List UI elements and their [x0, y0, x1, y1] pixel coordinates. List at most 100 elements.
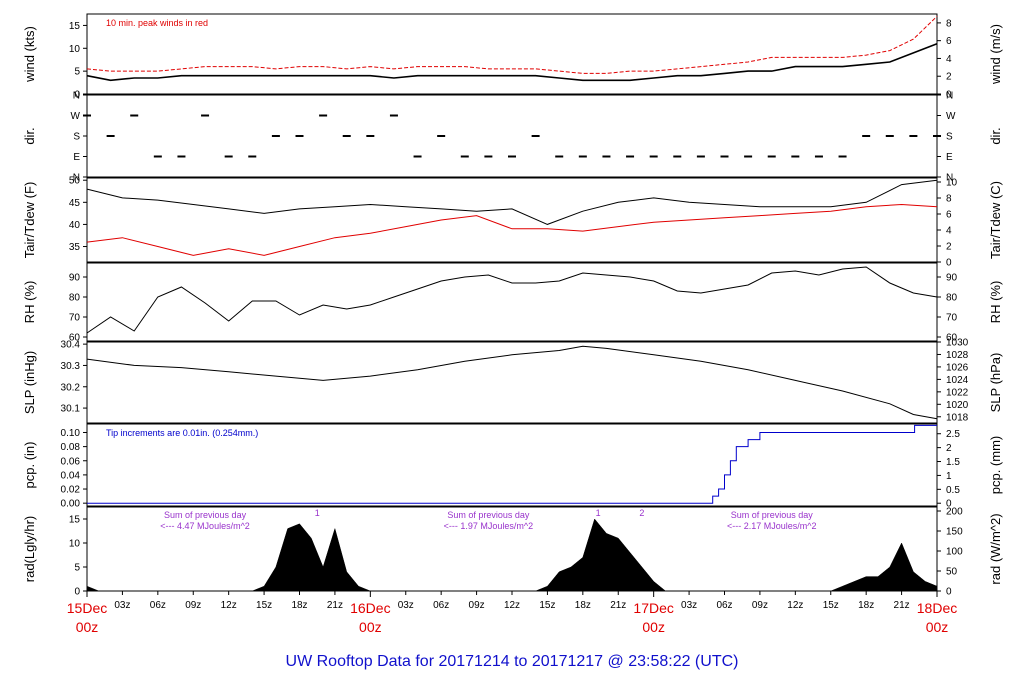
- hour-tick-label: 03z: [681, 600, 697, 611]
- left-axis-label: dir.: [22, 127, 37, 144]
- right-tick-label: 90: [946, 273, 958, 284]
- left-tick-label: 0.10: [61, 428, 81, 439]
- left-axis-label: Tair/Tdew (F): [22, 182, 37, 259]
- right-tick-label: 2: [946, 443, 952, 454]
- left-axis-label: wind (kts): [22, 26, 37, 83]
- rad-note-line2: <--- 2.17 MJoules/m^2: [727, 521, 817, 531]
- hour-tick-label: 15z: [256, 600, 272, 611]
- hour-tick-label: 12z: [504, 600, 520, 611]
- panel-frame: [86, 341, 938, 424]
- right-axis-label: Tair/Tdew (C): [988, 181, 1003, 259]
- left-tick-label: E: [73, 152, 80, 163]
- left-tick-label: 30.4: [61, 340, 81, 351]
- rad-marker: 1: [315, 508, 320, 518]
- left-tick-label: 0: [74, 90, 80, 101]
- left-axis-label: pcp. (in): [22, 442, 37, 489]
- right-tick-label: 1030: [946, 338, 969, 349]
- day-label-date: 15Dec: [67, 600, 107, 616]
- left-tick-label: 70: [69, 313, 81, 324]
- rad-note-line1: Sum of previous day: [731, 510, 814, 520]
- rad-note-line2: <--- 4.47 MJoules/m^2: [160, 521, 250, 531]
- right-tick-label: 1022: [946, 387, 969, 398]
- left-tick-label: 30.3: [61, 361, 81, 372]
- left-tick-label: 0.06: [61, 456, 81, 467]
- rad-note-line2: <--- 1.97 MJoules/m^2: [444, 521, 534, 531]
- left-tick-label: 40: [69, 220, 81, 231]
- right-tick-label: 6: [946, 210, 952, 221]
- right-tick-label: W: [946, 111, 956, 122]
- left-tick-label: 0.00: [61, 499, 81, 510]
- left-axis-label: rad(Lgly/hr): [22, 516, 37, 582]
- right-tick-label: 100: [946, 547, 963, 558]
- right-tick-label: 2: [946, 72, 952, 83]
- hour-tick-label: 21z: [894, 600, 910, 611]
- right-tick-label: 50: [946, 567, 958, 578]
- hour-tick-label: 18z: [575, 600, 591, 611]
- hour-tick-label: 06z: [716, 600, 732, 611]
- right-tick-label: E: [946, 152, 953, 163]
- slp-line: [86, 345, 938, 420]
- right-axis-label: RH (%): [988, 281, 1003, 324]
- panel-frame: [86, 262, 938, 342]
- right-tick-label: 6: [946, 36, 952, 47]
- left-tick-label: 80: [69, 293, 81, 304]
- right-tick-label: 200: [946, 507, 963, 518]
- hour-tick-label: 21z: [610, 600, 626, 611]
- rad-note-line1: Sum of previous day: [447, 510, 530, 520]
- left-tick-label: 30.2: [61, 382, 81, 393]
- right-axis-label: SLP (hPa): [988, 353, 1003, 413]
- left-tick-label: S: [73, 132, 80, 143]
- left-tick-label: 0.08: [61, 442, 81, 453]
- hour-tick-label: 09z: [185, 600, 201, 611]
- right-tick-label: 10: [946, 178, 958, 189]
- right-tick-label: 0.5: [946, 485, 960, 496]
- right-tick-label: 70: [946, 313, 958, 324]
- hour-tick-label: 12z: [221, 600, 237, 611]
- left-tick-label: 10: [69, 539, 81, 550]
- rad-marker: 2: [639, 508, 644, 518]
- hour-tick-label: 09z: [752, 600, 768, 611]
- air-temp-line: [86, 179, 938, 225]
- left-axis-label: SLP (inHg): [22, 351, 37, 414]
- left-tick-label: 5: [74, 67, 80, 78]
- right-axis-label: wind (m/s): [988, 24, 1003, 85]
- day-label-time: 00z: [359, 619, 382, 635]
- hour-tick-label: 06z: [433, 600, 449, 611]
- left-tick-label: 10: [69, 44, 81, 55]
- precip-line: [87, 424, 937, 504]
- right-tick-label: 150: [946, 527, 963, 538]
- left-tick-label: 0.04: [61, 470, 81, 481]
- hour-tick-label: 15z: [823, 600, 839, 611]
- right-axis-label: dir.: [988, 127, 1003, 144]
- right-tick-label: 1: [946, 471, 952, 482]
- right-tick-label: 2: [946, 242, 952, 253]
- day-label-date: 17Dec: [633, 600, 673, 616]
- right-tick-label: 8: [946, 194, 952, 205]
- radiation-area: [86, 518, 938, 592]
- right-tick-label: 8: [946, 18, 952, 29]
- panel-frame: [86, 13, 938, 95]
- rad-marker: 1: [596, 508, 601, 518]
- right-axis-label: pcp. (mm): [988, 436, 1003, 495]
- left-axis-label: RH (%): [22, 281, 37, 324]
- right-tick-label: 1018: [946, 412, 969, 423]
- left-tick-label: N: [73, 91, 80, 102]
- day-label-date: 18Dec: [917, 600, 957, 616]
- left-tick-label: 45: [69, 198, 81, 209]
- hour-tick-label: 12z: [787, 600, 803, 611]
- panel-rh: 60 70 80 90 60 70 80 90 RH (%) RH (%): [22, 262, 1003, 344]
- left-tick-label: 0: [74, 587, 80, 598]
- right-tick-label: 0: [946, 499, 952, 510]
- day-label-time: 00z: [926, 619, 949, 635]
- right-tick-label: 60: [946, 333, 958, 344]
- hour-tick-label: 21z: [327, 600, 343, 611]
- left-tick-label: 30.1: [61, 404, 81, 415]
- rad-note-line1: Sum of previous day: [164, 510, 247, 520]
- right-tick-label: 0: [946, 258, 952, 269]
- right-tick-label: 1026: [946, 362, 969, 373]
- right-tick-label: 2.5: [946, 429, 960, 440]
- hour-tick-label: 06z: [150, 600, 166, 611]
- hour-tick-label: 03z: [398, 600, 414, 611]
